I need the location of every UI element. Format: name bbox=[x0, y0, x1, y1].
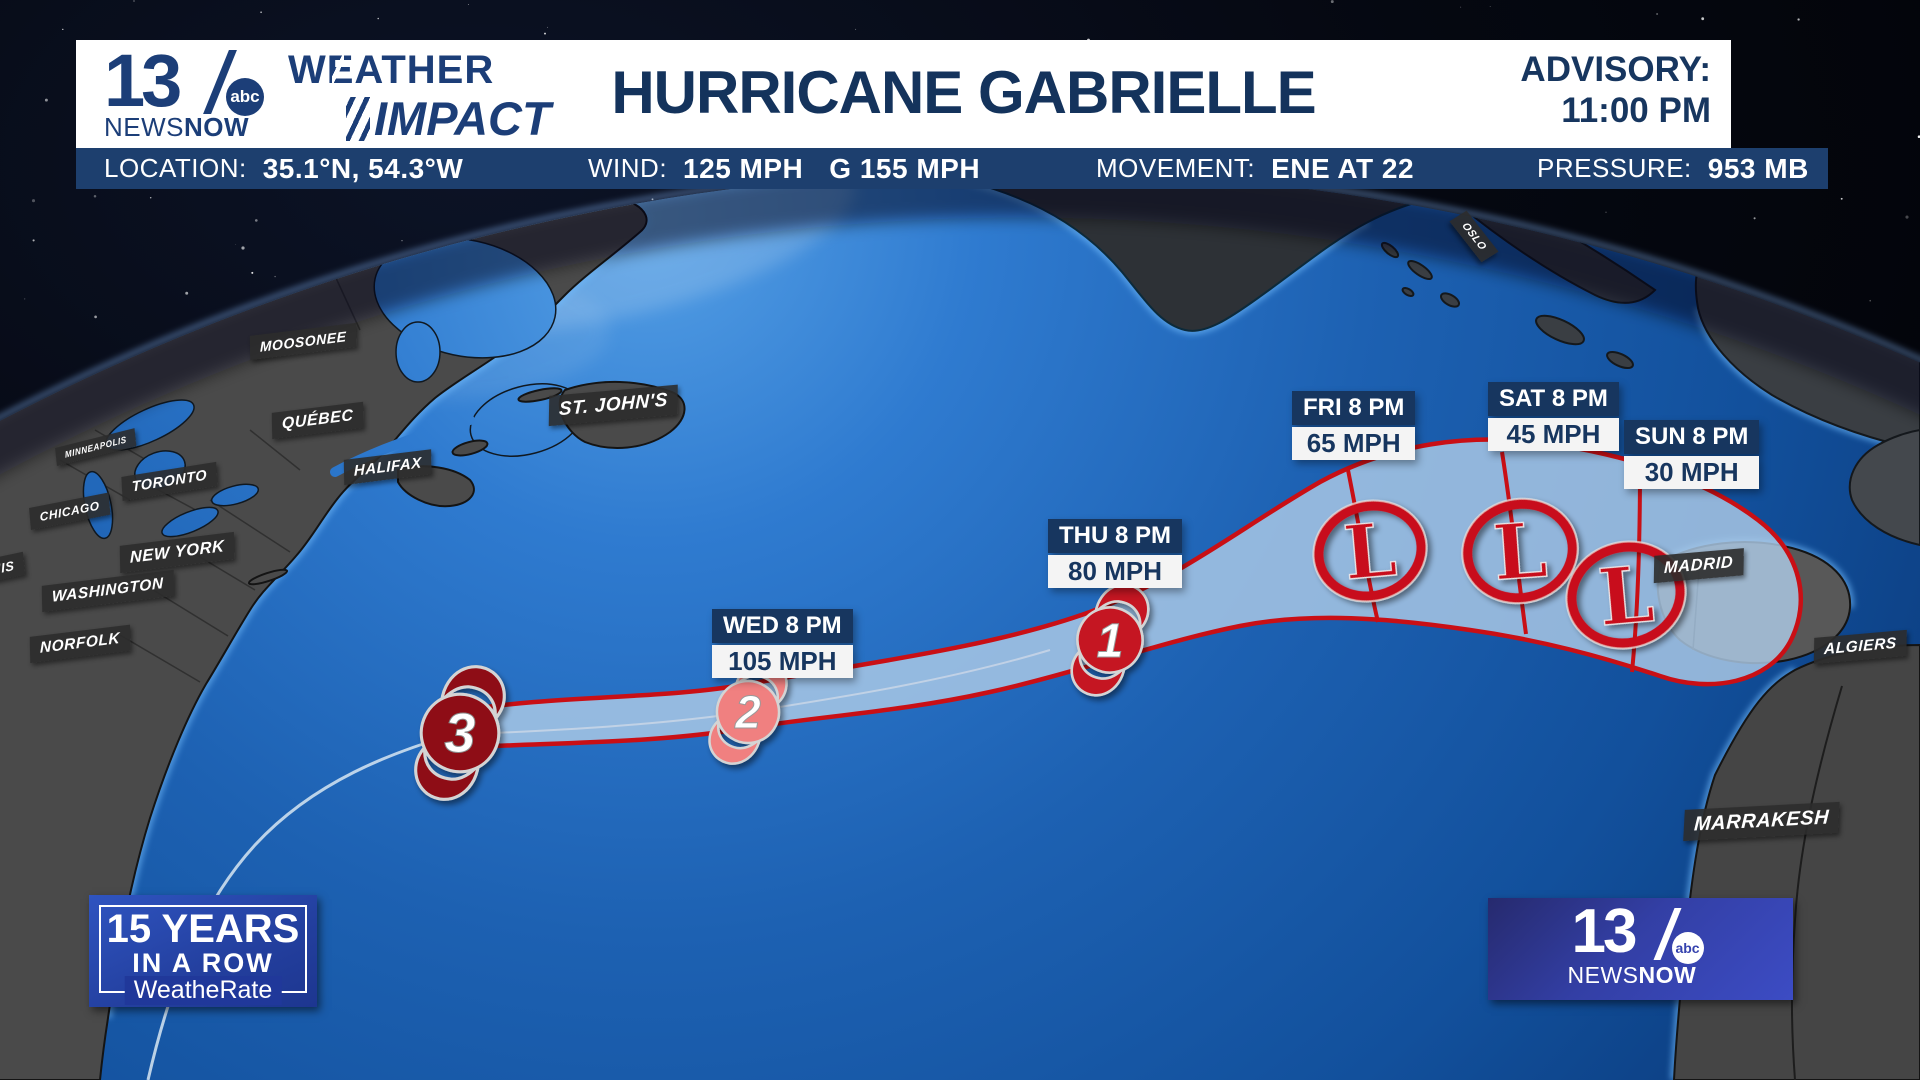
location-value: 35.1°N, 54.3°W bbox=[263, 153, 464, 185]
forecast-label-thu: THU 8 PM 80 MPH bbox=[1048, 519, 1182, 588]
station-newsnow: NEWSNOW bbox=[104, 112, 249, 143]
station-number: 13 bbox=[1572, 896, 1635, 967]
forecast-wind: 30 MPH bbox=[1624, 456, 1759, 489]
forecast-wind: 45 MPH bbox=[1488, 418, 1619, 451]
news-text: NEWS bbox=[104, 112, 184, 142]
weatherate-badge: 15 YEARS IN A ROW WeatheRate bbox=[89, 895, 317, 1007]
header-bar: 13 abc NEWSNOW WEATHER IMPACT HURRICANE … bbox=[76, 40, 1731, 148]
low-letter: L bbox=[1340, 507, 1399, 597]
gust-value: G 155 MPH bbox=[829, 153, 980, 185]
news-text: NEWS bbox=[1568, 962, 1639, 988]
stat-movement: MOVEMENT: ENE AT 22 bbox=[1096, 148, 1414, 189]
wind-value: 125 MPH bbox=[683, 153, 803, 185]
category-number: 3 bbox=[444, 701, 475, 764]
forecast-day: SUN 8 PM bbox=[1624, 420, 1759, 454]
double-slash-icon bbox=[346, 97, 370, 141]
broadcast-graphic: L L L 3 2 1 ST. LOUIS MINNEAPOLIS MOOSON… bbox=[0, 0, 1920, 1080]
logo-slash-accent bbox=[332, 50, 344, 88]
advisory-time: 11:00 PM bbox=[1520, 91, 1711, 132]
station-bug: 13 abc NEWSNOW bbox=[1488, 898, 1793, 1000]
station-newsnow: NEWSNOW bbox=[1568, 962, 1697, 989]
forecast-day: THU 8 PM bbox=[1048, 519, 1182, 553]
forecast-wind: 65 MPH bbox=[1292, 427, 1415, 460]
now-text: NOW bbox=[184, 112, 249, 142]
location-label: LOCATION: bbox=[104, 153, 247, 184]
weather-impact-logo: WEATHER IMPACT bbox=[288, 48, 618, 146]
forecast-label-fri: FRI 8 PM 65 MPH bbox=[1292, 391, 1415, 460]
category-number: 2 bbox=[734, 686, 761, 738]
abc-network-icon: abc bbox=[226, 78, 264, 116]
impact-wordmark: IMPACT bbox=[374, 91, 551, 146]
storm-stats-bar: LOCATION: 35.1°N, 54.3°W WIND: 125 MPH G… bbox=[76, 148, 1828, 189]
movement-value: ENE AT 22 bbox=[1271, 153, 1414, 185]
stat-pressure: PRESSURE: 953 MB bbox=[1537, 148, 1809, 189]
weather-wordmark: WEATHER bbox=[288, 48, 618, 93]
low-letter: L bbox=[1490, 505, 1550, 598]
forecast-day: WED 8 PM bbox=[712, 609, 853, 643]
stat-wind: WIND: 125 MPH G 155 MPH bbox=[588, 148, 980, 189]
forecast-label-sat: SAT 8 PM 45 MPH bbox=[1488, 382, 1619, 451]
station-logo: 13 abc NEWSNOW bbox=[104, 46, 284, 142]
advisory-block: ADVISORY: 11:00 PM bbox=[1520, 50, 1711, 131]
abc-network-icon: abc bbox=[1672, 932, 1704, 964]
movement-label: MOVEMENT: bbox=[1096, 153, 1255, 184]
forecast-wind: 105 MPH bbox=[712, 645, 853, 678]
stat-location: LOCATION: 35.1°N, 54.3°W bbox=[104, 148, 463, 189]
category-number: 1 bbox=[1097, 615, 1124, 668]
wind-label: WIND: bbox=[588, 153, 667, 184]
forecast-day: SAT 8 PM bbox=[1488, 382, 1619, 416]
pressure-value: 953 MB bbox=[1708, 153, 1809, 185]
forecast-label-sun: SUN 8 PM 30 MPH bbox=[1624, 420, 1759, 489]
forecast-label-wed: WED 8 PM 105 MPH bbox=[712, 609, 853, 678]
badge-brand: WeatheRate bbox=[125, 976, 282, 1005]
storm-title: HURRICANE GABRIELLE bbox=[596, 58, 1331, 127]
forecast-day: FRI 8 PM bbox=[1292, 391, 1415, 425]
forecast-wind: 80 MPH bbox=[1048, 555, 1182, 588]
station-number: 13 bbox=[104, 38, 178, 123]
advisory-label: ADVISORY: bbox=[1520, 50, 1711, 91]
pressure-label: PRESSURE: bbox=[1537, 153, 1692, 184]
low-letter: L bbox=[1595, 549, 1658, 644]
now-text: NOW bbox=[1639, 962, 1697, 988]
